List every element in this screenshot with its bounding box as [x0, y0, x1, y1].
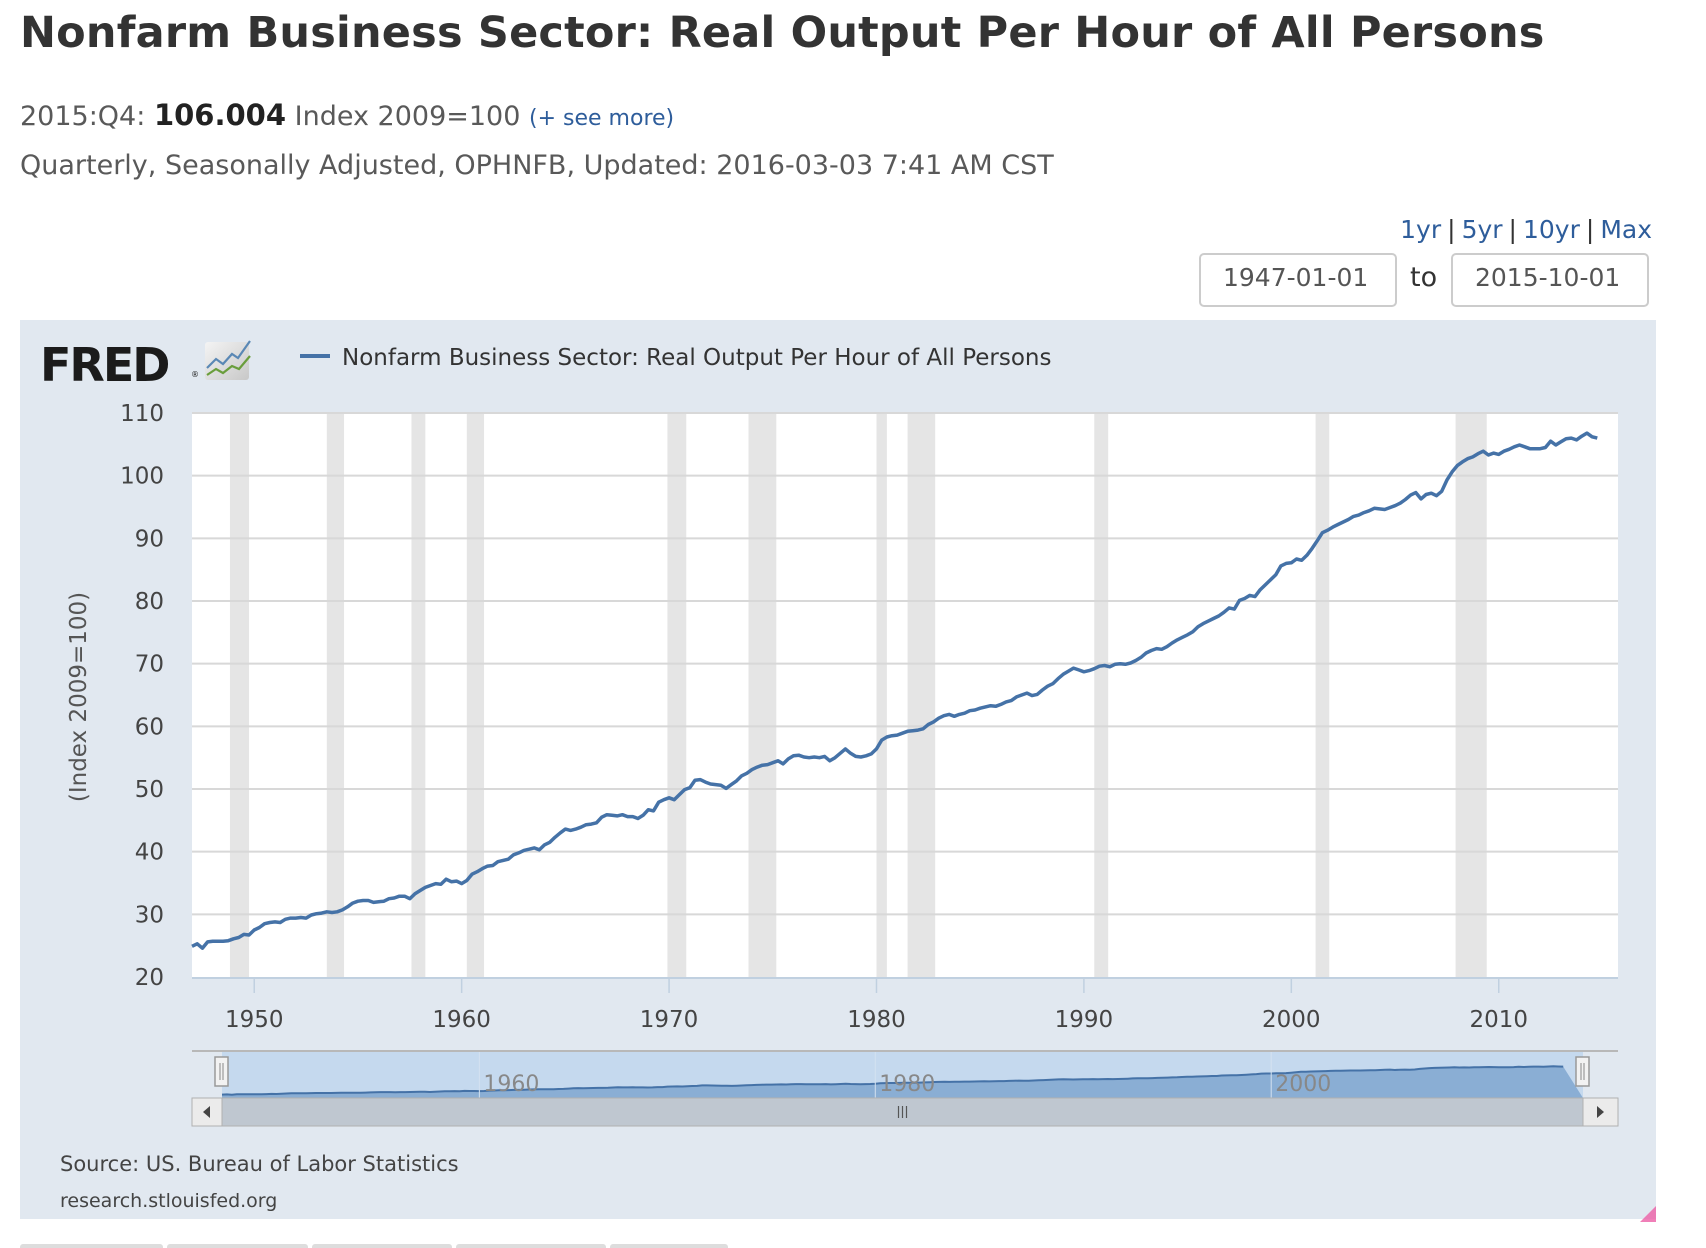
- y-tick-label: 110: [120, 401, 164, 427]
- navigator-label: 1980: [879, 1072, 935, 1097]
- navigator-left-handle[interactable]: [214, 1056, 229, 1087]
- navigator-area: [222, 1066, 1583, 1098]
- latest-value: 106.004: [153, 98, 287, 132]
- registered-mark: ®: [191, 370, 199, 379]
- tab-stub[interactable]: [20, 1244, 163, 1248]
- y-tick-label: 30: [135, 902, 164, 928]
- to-label: to: [1410, 262, 1438, 293]
- recession-band: [748, 413, 777, 977]
- x-tick-label: 1970: [640, 1007, 699, 1033]
- navigator: 1960 1980 2000: [191, 1050, 1619, 1127]
- x-tick-label: 1990: [1055, 1007, 1114, 1033]
- observation-period: 2015:Q4:: [20, 101, 146, 132]
- recession-band: [1455, 413, 1487, 977]
- recession-band: [667, 413, 687, 977]
- scrollbar[interactable]: [191, 1097, 1619, 1127]
- scroll-left-button[interactable]: [191, 1097, 223, 1127]
- range-5yr-link[interactable]: 5yr: [1461, 215, 1503, 244]
- recession-band: [326, 413, 345, 977]
- start-date-input[interactable]: 1947-01-01: [1199, 253, 1397, 307]
- units-label: Index 2009=100: [294, 101, 521, 132]
- recession-bands: [229, 413, 1487, 977]
- fred-logo[interactable]: FRED: [40, 338, 170, 392]
- y-axis-ticks: 20 30 40 50 60 70 80 90 100 110: [120, 401, 164, 991]
- end-date-input[interactable]: 2015-10-01: [1451, 253, 1649, 307]
- legend-swatch: [300, 353, 330, 358]
- navigator-line: [221, 1065, 1564, 1096]
- tab-stub[interactable]: [610, 1244, 728, 1248]
- scrollbar-track: [191, 1097, 1619, 1127]
- series-metadata: Quarterly, Seasonally Adjusted, OPHNFB, …: [20, 150, 1054, 181]
- arrow-left-icon: [203, 1106, 210, 1118]
- x-tick-label: 1980: [847, 1007, 906, 1033]
- arrow-right-icon: [1597, 1106, 1604, 1118]
- handle-body: [1575, 1056, 1590, 1087]
- separator: |: [1508, 215, 1517, 244]
- y-tick-label: 60: [135, 714, 164, 740]
- page-title: Nonfarm Business Sector: Real Output Per…: [20, 8, 1545, 58]
- source-url[interactable]: research.stlouisfed.org: [60, 1190, 278, 1212]
- plot-area: [192, 413, 1618, 977]
- y-tick-label: 70: [135, 652, 164, 678]
- x-tick-label: 1950: [225, 1007, 284, 1033]
- y-tick-label: 40: [135, 840, 164, 866]
- resize-handle-icon[interactable]: [1640, 1206, 1656, 1222]
- recession-band: [876, 413, 887, 977]
- source-label: Source: US. Bureau of Labor Statistics: [60, 1152, 459, 1176]
- fred-graph-icon: [205, 340, 251, 380]
- tab-stub[interactable]: [312, 1244, 452, 1248]
- gridlines: [192, 412, 1618, 979]
- legend-label: Nonfarm Business Sector: Real Output Per…: [342, 345, 1052, 371]
- y-tick-label: 50: [135, 777, 164, 803]
- range-links: 1yr | 5yr | 10yr | Max: [1400, 215, 1652, 244]
- x-axis-ticks: 1950 1960 1970 1980 1990 2000 2010: [225, 979, 1528, 1033]
- scroll-right-button[interactable]: [1582, 1097, 1619, 1127]
- navigator-right-handle[interactable]: [1575, 1056, 1590, 1087]
- recession-band: [907, 413, 936, 977]
- recession-band: [1094, 413, 1109, 977]
- navigator-label: 2000: [1275, 1072, 1331, 1097]
- x-tick-label: 1960: [432, 1007, 491, 1033]
- y-tick-label: 20: [135, 965, 164, 991]
- chart-legend[interactable]: Nonfarm Business Sector: Real Output Per…: [300, 345, 1052, 371]
- handle-body: [214, 1056, 229, 1087]
- range-10yr-link[interactable]: 10yr: [1522, 215, 1580, 244]
- tab-stub[interactable]: [167, 1244, 308, 1248]
- recession-band: [229, 413, 250, 977]
- navigator-label: 1960: [483, 1072, 539, 1097]
- y-tick-label: 90: [135, 526, 164, 552]
- y-tick-label: 100: [120, 464, 164, 490]
- recession-band: [411, 413, 426, 977]
- series-line: [191, 431, 1598, 950]
- range-1yr-link[interactable]: 1yr: [1400, 215, 1442, 244]
- range-max-link[interactable]: Max: [1600, 215, 1652, 244]
- latest-observation: 2015:Q4: 106.004 Index 2009=100 (+ see m…: [20, 98, 674, 132]
- navigator-top-border: [192, 1050, 1618, 1052]
- tab-stub[interactable]: [456, 1244, 606, 1248]
- x-tick-label: 2010: [1469, 1007, 1528, 1033]
- separator: |: [1585, 215, 1595, 244]
- see-more-link[interactable]: (+ see more): [529, 106, 675, 131]
- y-tick-label: 80: [135, 589, 164, 615]
- recession-band: [1315, 413, 1330, 977]
- separator: |: [1447, 215, 1456, 244]
- x-tick-label: 2000: [1262, 1007, 1321, 1033]
- recession-band: [466, 413, 485, 977]
